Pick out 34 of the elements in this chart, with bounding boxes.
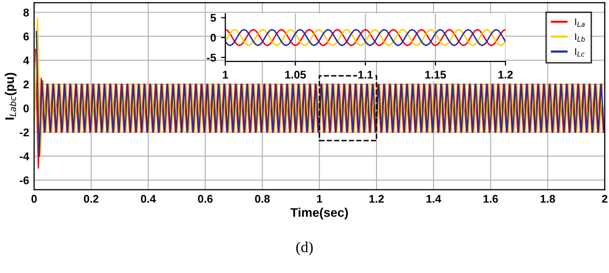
y-tick-label: 6 xyxy=(23,32,29,40)
x-tick-label: 0.4 xyxy=(140,194,156,203)
line-series xyxy=(225,28,506,46)
y-tick-label: -5 xyxy=(206,54,216,62)
x-tick-label: 1 xyxy=(317,195,322,203)
x-tick-label: 1.4 xyxy=(426,195,442,203)
x-tick-label: 1.2 xyxy=(369,194,384,203)
legend-label: I$_{La}$ xyxy=(575,18,585,27)
y-tick-label: -6 xyxy=(20,176,29,184)
x-axis-title: Time(sec) xyxy=(290,208,348,220)
x-tick-label: 1.15 xyxy=(425,70,446,79)
y-tick-label: -4 xyxy=(20,152,30,160)
x-tick-label: 1 xyxy=(222,70,228,79)
y-tick-label: 2 xyxy=(23,80,29,88)
x-tick-label: 0.6 xyxy=(198,194,213,203)
x-tick-label: 1.1 xyxy=(358,70,373,79)
x-tick-label: 1.05 xyxy=(285,70,306,79)
x-tick-label: 0 xyxy=(31,194,37,203)
x-tick-label: 0.8 xyxy=(255,194,270,203)
x-tick-label: 1.6 xyxy=(484,194,498,203)
x-tick-label: 2 xyxy=(602,194,608,203)
legend-label: I$_{Lb}$ xyxy=(575,33,585,42)
y-tick-label: -2 xyxy=(20,128,29,136)
x-tick-label: 0.2 xyxy=(84,194,98,203)
legend-label: I$_{Lc}$ xyxy=(575,48,585,57)
x-tick-label: 1.8 xyxy=(540,194,556,203)
y-tick-label: 8 xyxy=(23,8,29,16)
y-tick-label: 4 xyxy=(23,56,30,64)
y-tick-label: 0 xyxy=(24,104,29,112)
x-tick-label: 1.2 xyxy=(498,70,513,79)
y-tick-label: 5 xyxy=(210,14,216,22)
y-tick-label: 0 xyxy=(210,34,216,42)
text: (d) xyxy=(296,242,313,256)
y-axis-title: I$_{Labc}$(pu) xyxy=(4,72,16,120)
